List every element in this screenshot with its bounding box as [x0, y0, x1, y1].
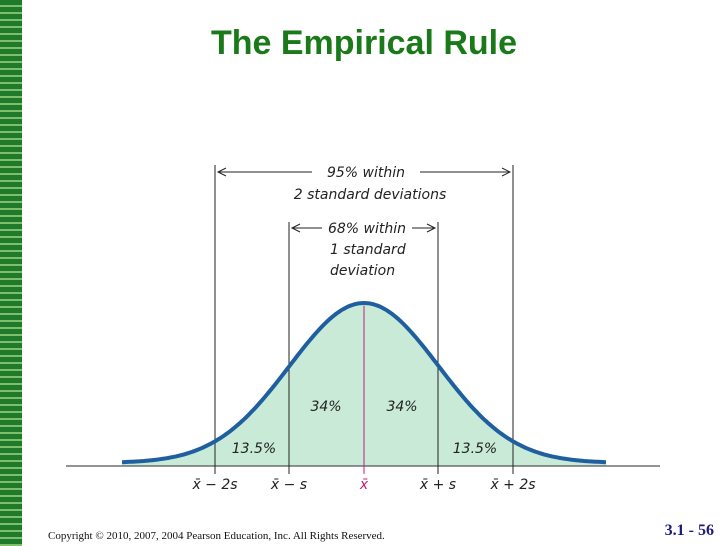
label-68-line2: 1 standard — [330, 242, 406, 258]
axis-label-plus-1s: x̄ + s — [419, 477, 456, 493]
label-68-line1: 68% within — [328, 221, 406, 237]
axis-label-plus-2s: x̄ + 2s — [489, 477, 535, 493]
label-68-line3: deviation — [330, 263, 395, 279]
label-95-line2: 2 standard deviations — [294, 187, 447, 203]
region-left-outer: 13.5% — [232, 441, 276, 457]
slide-title: The Empirical Rule — [210, 24, 518, 62]
axis-label-minus-1s: x̄ − s — [270, 477, 307, 493]
axis-label-mean: x̄ — [359, 477, 369, 493]
region-right-inner: 34% — [386, 399, 417, 415]
axis-label-minus-2s: x̄ − 2s — [191, 477, 237, 493]
label-95-line1: 95% within — [327, 165, 405, 181]
decorative-side-stripe — [0, 0, 22, 546]
region-left-inner: 34% — [310, 399, 341, 415]
slide-page-number: 3.1 - 56 — [664, 522, 714, 539]
footer-copyright: Copyright © 2010, 2007, 2004 Pearson Edu… — [48, 530, 385, 542]
normal-curve — [121, 300, 607, 465]
region-right-outer: 13.5% — [453, 441, 497, 457]
